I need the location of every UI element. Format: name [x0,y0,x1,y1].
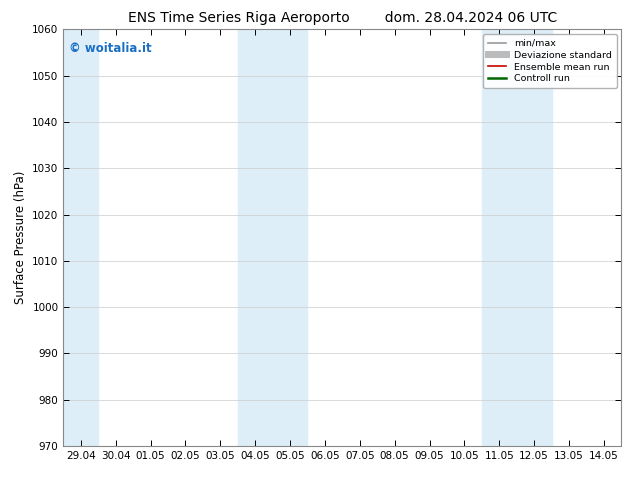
Text: © woitalia.it: © woitalia.it [69,42,152,55]
Bar [238,29,307,446]
Bar [63,29,98,446]
Title: ENS Time Series Riga Aeroporto        dom. 28.04.2024 06 UTC: ENS Time Series Riga Aeroporto dom. 28.0… [127,11,557,25]
Legend: min/max, Deviazione standard, Ensemble mean run, Controll run: min/max, Deviazione standard, Ensemble m… [483,34,617,88]
Bar [482,29,552,446]
Y-axis label: Surface Pressure (hPa): Surface Pressure (hPa) [14,171,27,304]
